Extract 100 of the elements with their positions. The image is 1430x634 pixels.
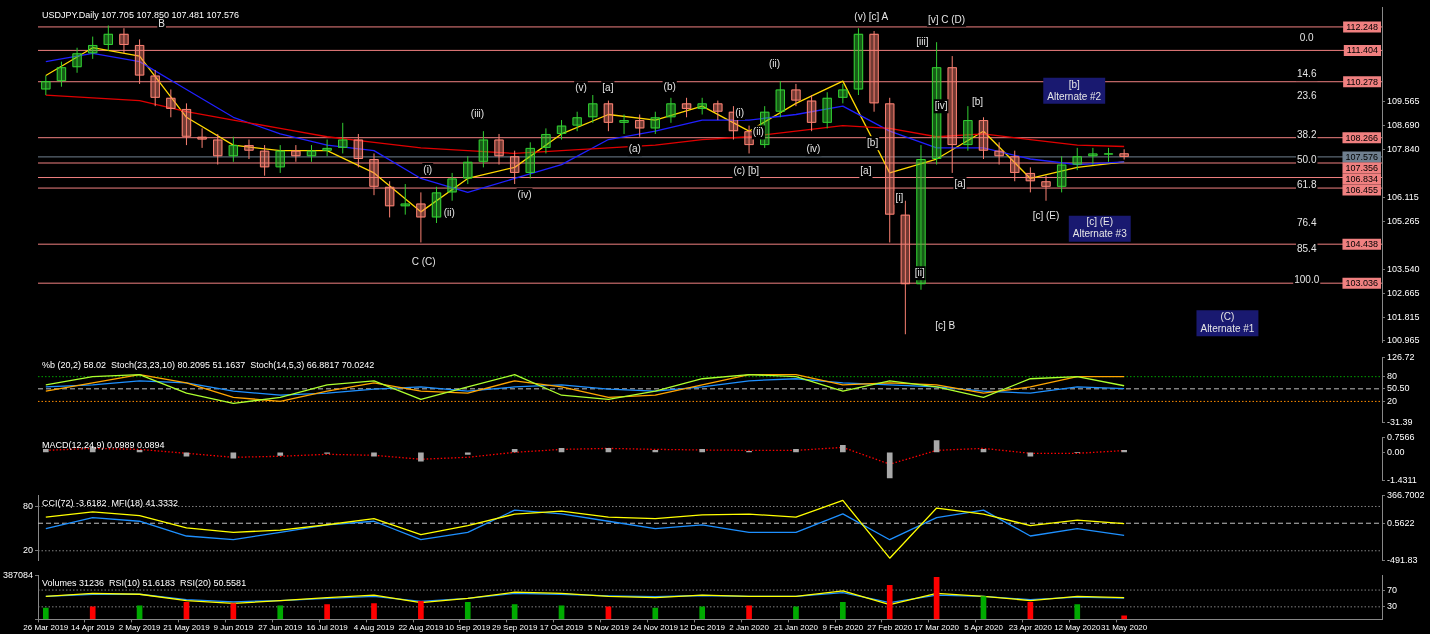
candlestick (494, 133, 504, 166)
candlestick (1056, 155, 1067, 193)
ref-line-label: 106.455 (1345, 184, 1379, 195)
candlestick (56, 61, 67, 88)
x-tick-label: 10 Sep 2019 (445, 623, 492, 633)
ref-line-label: 106.834 (1345, 173, 1379, 184)
candlestick (838, 83, 848, 104)
y-tick-label: 101.815 (1387, 311, 1420, 322)
y-tick-label: 80 (1387, 371, 1398, 382)
x-tick-label: 21 Jan 2020 (773, 623, 819, 633)
candlestick (88, 36, 98, 60)
y-tick-label: 50.50 (1387, 383, 1410, 394)
candlestick (525, 141, 535, 179)
x-tick-label: 27 Jun 2019 (258, 623, 303, 633)
annotation: [c] (E) Alternate #3 (1072, 216, 1128, 240)
bar (793, 449, 799, 453)
x-tick-label: 12 Dec 2019 (679, 623, 726, 633)
y-tick-label: 30 (1387, 601, 1398, 612)
y-tick-label: 70 (1387, 584, 1398, 595)
annotation: 50.0 (1297, 154, 1317, 165)
annotation: [a] (602, 81, 614, 93)
annotation: (ii) (443, 206, 455, 218)
ref-line-label: 104.438 (1345, 239, 1379, 250)
x-tick-label: 22 Aug 2019 (398, 623, 444, 633)
annotation: B (158, 17, 166, 29)
candlestick (822, 91, 832, 129)
y-tick-label: 366.7002 (1387, 489, 1425, 500)
candlestick (353, 133, 364, 168)
bar (840, 445, 846, 453)
ref-line-label: 112.248 (1346, 21, 1379, 32)
candlestick (1088, 147, 1098, 166)
bar (418, 452, 424, 462)
annotation: (b) (663, 80, 676, 92)
x-tick-label: 12 May 2020 (1054, 623, 1101, 633)
candlestick (463, 155, 473, 185)
y-tick-label: 0.5622 (1387, 517, 1415, 528)
ref-line-label: 107.356 (1345, 162, 1379, 173)
chart-title: USDJPY.Daily 107.705 107.850 107.481 107.576 (42, 9, 239, 20)
candlestick (978, 116, 989, 160)
x-tick-label: 5 Apr 2020 (964, 623, 1004, 633)
y-tick-label: 102.665 (1387, 287, 1420, 298)
candlestick (150, 69, 160, 107)
annotation: [a] (860, 165, 872, 177)
annotation: 61.8 (1297, 179, 1317, 191)
y-tick-label: -491.83 (1387, 555, 1418, 566)
candlestick (885, 97, 895, 243)
candlestick (681, 97, 692, 118)
annotation: 76.4 (1297, 216, 1317, 228)
candlestick (603, 100, 614, 132)
x-tick-label: 14 Apr 2019 (71, 623, 115, 633)
candlestick (634, 114, 645, 138)
candlestick (619, 114, 629, 135)
ref-line-label: 103.036 (1345, 278, 1379, 289)
candlestick (338, 122, 348, 154)
candlestick (103, 24, 114, 52)
annotation: [v] C (D) (927, 13, 966, 25)
bar (277, 452, 284, 456)
candlestick (853, 27, 864, 96)
candlestick (134, 38, 145, 85)
annotation: (ii) (752, 126, 764, 138)
candlestick (556, 119, 567, 141)
annotation: 85.4 (1297, 243, 1317, 255)
y2-tick-label: 80 (22, 500, 33, 511)
x-tick-label: 31 May 2020 (1101, 623, 1148, 633)
annotation: [b] (867, 136, 879, 148)
candlestick (666, 97, 676, 124)
y-tick-label: 103.540 (1387, 263, 1420, 274)
candlestick (1072, 147, 1082, 171)
candlestick (291, 144, 301, 163)
y-tick-label: 107.840 (1387, 144, 1420, 155)
annotation: [ii] (914, 266, 925, 278)
candlestick (119, 27, 129, 54)
candlestick (478, 130, 489, 168)
annotation: (v) (575, 81, 587, 93)
x-tick-label: 23 Apr 2020 (1008, 623, 1053, 633)
candlestick (791, 83, 801, 107)
candlestick (384, 180, 395, 218)
annotation: [c] B (935, 319, 956, 331)
candlestick (1010, 150, 1020, 182)
annotation: C (C) (411, 255, 436, 267)
candlestick (1041, 175, 1051, 202)
candlestick (244, 139, 254, 160)
ref-line-label: 110.278 (1346, 76, 1379, 87)
annotation: [b] (971, 95, 984, 107)
candlestick (41, 75, 51, 96)
bar (652, 450, 659, 453)
candlestick (869, 30, 879, 113)
bar (699, 449, 706, 453)
annotation: (i) (735, 106, 745, 118)
chart-title: %b (20,2) 58.02 Stoch(23,23,10) 80.2095 51.1637 Stoch(14,5,3) 66.8817 70.0242 (42, 359, 375, 370)
x-tick-label: 2 May 2019 (118, 623, 162, 633)
annotation: (ii) (768, 58, 781, 70)
x-tick-label: 5 Nov 2019 (587, 623, 630, 633)
bar (464, 452, 471, 455)
candlestick (1025, 166, 1036, 193)
annotation: [iii] (916, 36, 929, 48)
candlestick (541, 127, 551, 154)
x-tick-label: 17 Oct 2019 (539, 623, 584, 633)
y-tick-label: 100.965 (1387, 335, 1420, 346)
y-tick-label: 109.565 (1387, 96, 1420, 107)
